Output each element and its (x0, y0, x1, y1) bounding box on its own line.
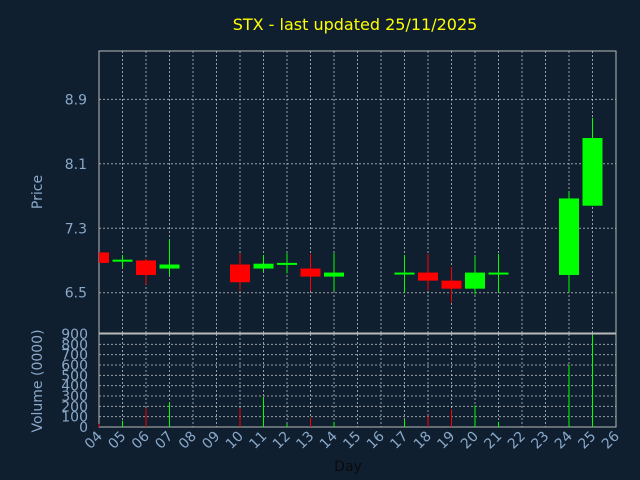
price-tick-label: 8.9 (65, 92, 87, 108)
x-tick-label: 15 (340, 429, 364, 453)
chart-title: STX - last updated 25/11/2025 (233, 15, 478, 34)
x-tick-label: 23 (528, 429, 552, 453)
volume-tick-label: 300 (61, 389, 88, 405)
price-tick-label: 7.3 (65, 221, 87, 237)
x-tick-label: 25 (575, 429, 599, 453)
candle-body (394, 272, 415, 275)
x-tick-label: 24 (552, 428, 576, 452)
candle-body (559, 198, 579, 275)
price-panel-frame (98, 50, 617, 334)
candle-body (441, 280, 462, 289)
x-tick-label: 10 (223, 429, 247, 453)
volume-panel-border (98, 333, 617, 428)
volume-grid (99, 334, 616, 427)
candle-body (159, 264, 180, 269)
volume-tick-label: 200 (61, 399, 88, 415)
volume-tick-label: 0 (79, 420, 88, 436)
candle-body (112, 259, 133, 262)
candles-layer (99, 117, 603, 303)
volume-panel-frame (98, 333, 617, 428)
x-tick-label: 09 (199, 429, 223, 453)
x-tick-label: 26 (599, 428, 623, 452)
x-tick-label: 13 (293, 429, 317, 453)
candle-body (300, 268, 321, 277)
candle-body (136, 260, 156, 275)
x-tick-label: 21 (481, 429, 505, 453)
x-tick-label: 07 (152, 429, 176, 453)
volume-tick-label: 500 (61, 368, 88, 384)
x-tick-label: 14 (317, 428, 341, 452)
candle-body (582, 138, 603, 206)
x-tick-label: 05 (105, 429, 129, 453)
price-panel-border (98, 50, 617, 334)
volume-axis-label: Volume (0000) (30, 329, 46, 432)
candle-body (418, 272, 438, 281)
price-tick-label: 8.1 (65, 157, 87, 173)
volume-tick-label: 800 (61, 337, 88, 353)
volume-tick-label: 700 (61, 348, 88, 364)
price-grid (99, 51, 616, 333)
volume-tick-label: 900 (61, 327, 88, 343)
candle-body (230, 264, 250, 283)
x-tick-label: 20 (458, 429, 482, 453)
x-tick-label: 08 (176, 429, 200, 453)
x-tick-label: 18 (411, 429, 435, 453)
x-tick-label: 12 (270, 429, 294, 453)
x-tick-label: 16 (364, 428, 388, 452)
x-tick-label: 19 (434, 429, 458, 453)
candle-body (324, 272, 344, 277)
candle-body (99, 252, 109, 263)
candle-body (277, 262, 297, 265)
candle-body (465, 272, 485, 289)
volume-tick-label: 600 (61, 358, 88, 374)
candle-body (253, 263, 274, 269)
volume-tick-label: 400 (61, 379, 88, 395)
x-tick-label: 17 (387, 429, 411, 453)
price-axis-label: Price (30, 175, 46, 209)
price-tick-labels: 6.5 7.3 8.1 8.9 (65, 92, 87, 301)
x-tick-labels: 04 05 06 07 08 09 10 11 12 13 14 15 16 17 18 19 20 21 22 23… (82, 428, 623, 452)
volume-tick-label: 100 (61, 410, 88, 426)
x-axis-label: Day (334, 459, 362, 475)
price-tick-label: 6.5 (65, 286, 87, 302)
volume-bars-layer (98, 335, 593, 427)
candle-body (488, 272, 509, 275)
x-tick-label: 11 (246, 429, 270, 453)
x-tick-label: 22 (505, 429, 529, 453)
x-tick-label: 06 (129, 428, 153, 452)
